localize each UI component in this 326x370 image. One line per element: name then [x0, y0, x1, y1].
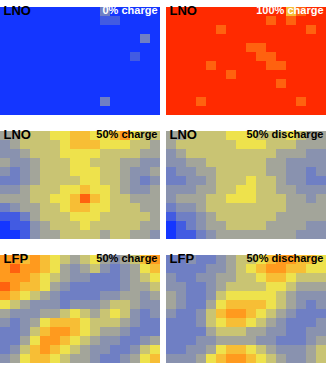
svg-text:50% discharge: 50% discharge	[246, 252, 323, 264]
svg-text:LNO: LNO	[170, 3, 197, 18]
svg-text:50% charge: 50% charge	[96, 252, 157, 264]
svg-text:LFP: LFP	[170, 251, 195, 266]
svg-text:100% charge: 100% charge	[256, 4, 323, 16]
svg-text:LFP: LFP	[4, 251, 29, 266]
svg-text:0% charge: 0% charge	[102, 4, 157, 16]
svg-text:LNO: LNO	[4, 3, 31, 18]
svg-text:LNO: LNO	[170, 127, 197, 142]
svg-text:50% discharge: 50% discharge	[246, 128, 323, 140]
svg-text:50% charge: 50% charge	[96, 128, 157, 140]
svg-text:LNO: LNO	[4, 127, 31, 142]
